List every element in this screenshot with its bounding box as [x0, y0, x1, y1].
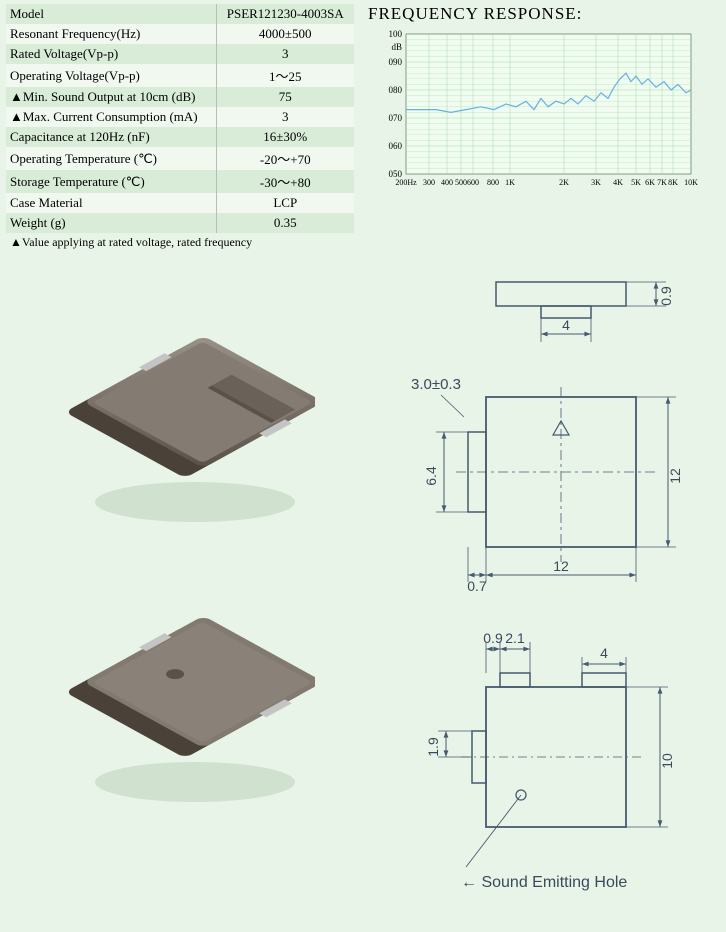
svg-text:080: 080 — [389, 85, 403, 95]
svg-text:2K: 2K — [559, 178, 569, 187]
svg-text:7K: 7K — [657, 178, 667, 187]
product-photo-bottom — [55, 582, 315, 812]
spec-value: -20～+70 — [216, 147, 354, 170]
spec-label: Weight (g) — [6, 213, 216, 233]
svg-text:090: 090 — [389, 57, 403, 67]
svg-text:10K: 10K — [684, 178, 698, 187]
mechanical-drawings: 0.943.0±0.36.4120.7120.92.141.910← Sound… — [366, 262, 716, 922]
svg-text:4K: 4K — [613, 178, 623, 187]
svg-text:200Hz: 200Hz — [395, 178, 417, 187]
svg-text:3.0±0.3: 3.0±0.3 — [411, 376, 461, 393]
svg-text:060: 060 — [389, 141, 403, 151]
svg-text:4: 4 — [562, 317, 570, 333]
spec-label: ▲Max. Current Consumption (mA) — [6, 107, 216, 127]
spec-value: 1～25 — [216, 64, 354, 87]
svg-text:0.7: 0.7 — [467, 578, 487, 594]
frequency-response-chart: FREQUENCY RESPONSE: 050060070080090100dB… — [354, 4, 720, 252]
svg-text:500: 500 — [455, 178, 467, 187]
spec-value: 75 — [216, 87, 354, 107]
svg-text:100: 100 — [389, 29, 403, 39]
svg-text:4: 4 — [600, 645, 608, 661]
svg-text:12: 12 — [553, 558, 569, 574]
spec-value: -30～+80 — [216, 170, 354, 193]
spec-value: 0.35 — [216, 213, 354, 233]
svg-text:8K: 8K — [668, 178, 678, 187]
svg-text:0.9: 0.9 — [483, 630, 503, 646]
product-photo-top — [55, 302, 315, 532]
svg-text:6K: 6K — [645, 178, 655, 187]
svg-text:dB: dB — [391, 42, 402, 52]
svg-text:600: 600 — [467, 178, 479, 187]
spec-value: 3 — [216, 44, 354, 64]
svg-text:1K: 1K — [505, 178, 515, 187]
spec-value: LCP — [216, 193, 354, 213]
svg-text:12: 12 — [667, 468, 683, 484]
svg-text:10: 10 — [659, 753, 675, 769]
svg-text:6.4: 6.4 — [423, 466, 439, 486]
spec-label: Storage Temperature (℃) — [6, 170, 216, 193]
spec-value: 4000±500 — [216, 24, 354, 44]
spec-label: Resonant Frequency(Hz) — [6, 24, 216, 44]
svg-text:070: 070 — [389, 113, 403, 123]
svg-text:0.9: 0.9 — [658, 286, 674, 306]
svg-text:300: 300 — [423, 178, 435, 187]
svg-text:2.1: 2.1 — [505, 630, 525, 646]
svg-text:400: 400 — [441, 178, 453, 187]
svg-text:5K: 5K — [631, 178, 641, 187]
svg-text:800: 800 — [487, 178, 499, 187]
spec-footnote: ▲Value applying at rated voltage, rated … — [6, 233, 354, 252]
spec-label: Operating Temperature (℃) — [6, 147, 216, 170]
spec-label: Operating Voltage(Vp-p) — [6, 64, 216, 87]
svg-text:← Sound Emitting Hole: ← Sound Emitting Hole — [461, 874, 627, 891]
chart-title: FREQUENCY RESPONSE: — [368, 4, 720, 26]
spec-value: PSER121230-4003SA — [216, 4, 354, 24]
spec-label: Case Material — [6, 193, 216, 213]
spec-label: ▲Min. Sound Output at 10cm (dB) — [6, 87, 216, 107]
spec-label: Rated Voltage(Vp-p) — [6, 44, 216, 64]
product-photos — [20, 292, 350, 862]
spec-label: Model — [6, 4, 216, 24]
spec-label: Capacitance at 120Hz (nF) — [6, 127, 216, 147]
svg-text:3K: 3K — [591, 178, 601, 187]
svg-text:1.9: 1.9 — [425, 737, 441, 757]
spec-value: 3 — [216, 107, 354, 127]
spec-value: 16±30% — [216, 127, 354, 147]
spec-table: ModelPSER121230-4003SAResonant Frequency… — [6, 4, 354, 252]
